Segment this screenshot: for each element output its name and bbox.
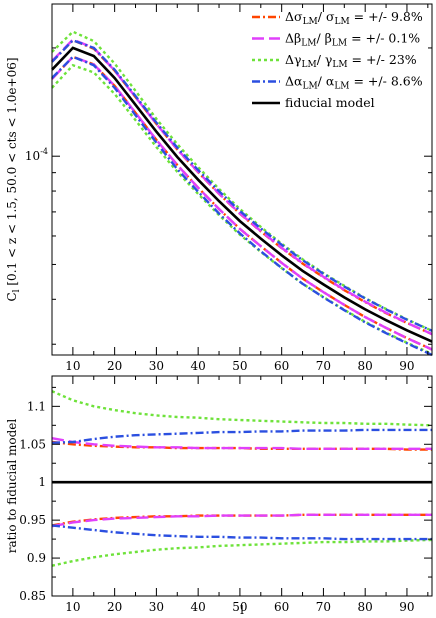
bottom-series-- (51, 513, 432, 528)
legend-main: Δσ (285, 9, 303, 24)
top-x-tick-label: 80 (358, 359, 373, 373)
legend-sub: LM (334, 17, 349, 27)
legend-tail: = +/- 8.6% (350, 74, 423, 89)
top-y-tick-exponent: -4 (40, 147, 48, 156)
bottom-x-tick-label: 40 (191, 600, 206, 614)
bottom-x-tick-label: 30 (149, 600, 164, 614)
legend-mid: / γ (317, 52, 333, 67)
bottom-series-- (51, 538, 433, 567)
legend-main: Δα (285, 74, 303, 89)
top-y-axis-label-main: C (5, 292, 19, 301)
top-series-group (51, 30, 433, 357)
top-series-- (51, 38, 433, 332)
legend-sub: LM (334, 82, 349, 92)
bottom-x-tick-label: 70 (316, 600, 331, 614)
legend-entry-label: fiducial model (285, 95, 375, 110)
bottom-series-- (51, 437, 432, 450)
top-plot-frame (51, 3, 433, 356)
bottom-y-tick-label: 1.1 (27, 399, 46, 413)
legend-tail: = +/- 9.8% (350, 9, 423, 24)
legend-mid: / σ (318, 9, 335, 24)
legend-entry-label: ΔσLM/ σLM = +/- 9.8% (285, 9, 423, 27)
bottom-series-- (51, 524, 432, 541)
top-y-axis-label-rest: [0.1 < z < 1.5, 50.0 < cts < 1.0e+06] (5, 57, 19, 289)
legend-sub: LM (303, 17, 318, 27)
bottom-y-tick-label: 1.05 (19, 437, 46, 451)
bottom-x-tick-label: 80 (358, 600, 373, 614)
top-x-tick-label: 30 (149, 359, 164, 373)
top-x-tick-label: 90 (399, 359, 414, 373)
legend-mid: / α (318, 74, 335, 89)
bottom-series-group (51, 390, 433, 567)
top-series-- (51, 38, 433, 336)
legend-entry-label: ΔαLM/ αLM = +/- 8.6% (285, 74, 423, 92)
legend-main: fiducial model (285, 95, 375, 110)
bottom-x-axis-label: l (240, 603, 244, 617)
bottom-x-tick-label: 60 (274, 600, 289, 614)
bottom-x-tick-label: 50 (232, 600, 247, 614)
legend-sub: LM (332, 60, 347, 70)
bottom-y-tick-label: 0.85 (19, 589, 46, 603)
legend-sub: LM (301, 39, 316, 49)
bottom-x-tick-label: 10 (65, 600, 80, 614)
top-y-tick-base: 10 (25, 149, 40, 163)
top-y-axis-label-sub: l (12, 289, 22, 292)
legend-tail: = +/- 0.1% (347, 31, 420, 46)
legend-tail: = +/- 23% (348, 52, 417, 67)
bottom-y-tick-label: 1 (38, 475, 46, 489)
bottom-y-tick-label: 0.9 (27, 551, 46, 565)
bottom-x-tick-label: 90 (399, 600, 414, 614)
top-x-tick-label: 10 (65, 359, 80, 373)
bottom-ticks-group: 10 20 30 40 50 60 70 80 90 0.85 0.9 0.95 1 1.05 1.1 (19, 376, 432, 614)
top-x-tick-label: 20 (107, 359, 122, 373)
legend-mid: / β (316, 31, 331, 46)
top-series-- (51, 55, 433, 357)
legend-main: Δγ (285, 52, 302, 67)
top-series-- (51, 55, 433, 351)
bottom-plot-frame (51, 375, 433, 597)
top-x-tick-label: 70 (316, 359, 331, 373)
legend-sub: LM (302, 60, 317, 70)
top-y-tick-label: 10-4 (25, 147, 48, 163)
legend-sub: LM (302, 82, 317, 92)
top-x-tick-label: 40 (191, 359, 206, 373)
bottom-series-- (51, 390, 433, 427)
bottom-y-axis-label: ratio to fiducial model (5, 419, 19, 554)
legend-entry-label: ΔγLM/ γLM = +/- 23% (285, 52, 417, 70)
top-y-axis-label: Cl [0.1 < z < 1.5, 50.0 < cts < 1.0e+06] (5, 57, 22, 301)
legend-entry-label: ΔβLM/ βLM = +/- 0.1% (285, 31, 420, 49)
bottom-series-- (51, 428, 432, 444)
legend-sub: LM (332, 39, 347, 49)
bottom-y-tick-label: 0.95 (19, 513, 46, 527)
legend-main: Δβ (285, 31, 301, 46)
bottom-x-tick-label: 20 (107, 600, 122, 614)
legend: ΔσLM/ σLM = +/- 9.8%ΔβLM/ βLM = +/- 0.1%… (252, 9, 423, 110)
top-x-tick-label: 50 (232, 359, 247, 373)
top-series-- (51, 55, 433, 351)
top-series-- (51, 30, 433, 332)
top-series-fiducial-model (51, 46, 433, 343)
top-x-tick-label: 60 (274, 359, 289, 373)
bottom-panel: 10 20 30 40 50 60 70 80 90 0.85 0.9 0.95 1 1.05 1.1 ra… (5, 375, 433, 617)
